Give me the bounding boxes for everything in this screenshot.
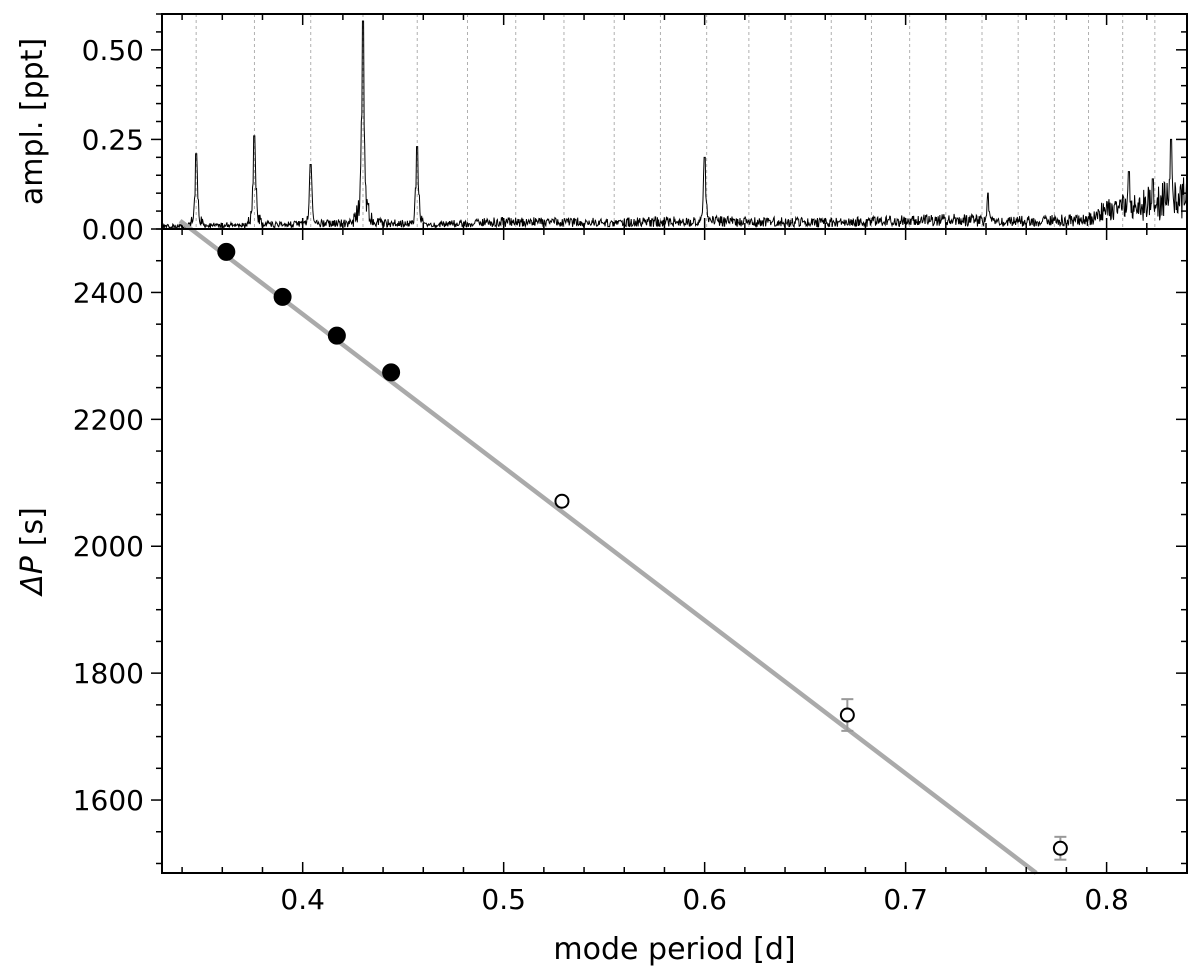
top-panel-frame — [161, 13, 1188, 230]
bottom-panel-frame — [161, 228, 1188, 874]
open-data-point — [839, 707, 855, 723]
bottom-y-axis-label: ΔP [s] — [15, 507, 50, 597]
filled-data-point — [382, 363, 401, 382]
filled-data-point — [217, 242, 236, 261]
period-spacing-panel: 1600 1800 2000 2200 2400 0.4 0.5 0.6 0.7 0.8 ΔP [… — [15, 218, 1188, 967]
y-tick-label: 1800 — [73, 657, 144, 690]
filled-data-point — [327, 326, 346, 345]
bottom-panel-ticks — [151, 228, 1188, 873]
top-panel-ticks — [151, 13, 1188, 230]
y-tick-label: 2000 — [73, 530, 144, 563]
y-axis-label-unit: [s] — [15, 507, 50, 546]
amplitude-spectrum-line — [161, 20, 1188, 230]
y-tick-label: 1600 — [73, 784, 144, 817]
period-spacing-guide-lines — [195, 14, 1156, 229]
x-tick-label: 0.8 — [1084, 883, 1129, 916]
x-tick-label: 0.7 — [883, 883, 928, 916]
x-tick-labels: 0.4 0.5 0.6 0.7 0.8 — [280, 883, 1128, 916]
x-tick-label: 0.5 — [481, 883, 526, 916]
y-axis-label-symbol: ΔP — [15, 555, 50, 597]
x-tick-label: 0.4 — [280, 883, 325, 916]
y-tick-label: 2200 — [73, 403, 144, 436]
x-tick-label: 0.6 — [682, 883, 727, 916]
y-tick-label: 0.25 — [82, 123, 144, 156]
amplitude-spectrum-panel: 0.00 0.25 0.50 ampl. [ppt] — [15, 13, 1188, 246]
open-data-point — [1052, 840, 1068, 856]
y-tick-label: 0.50 — [82, 34, 144, 67]
error-bars — [841, 698, 1067, 861]
top-y-axis-label: ampl. [ppt] — [15, 38, 50, 205]
data-points — [217, 242, 1068, 856]
x-axis-label: mode period [d] — [553, 932, 795, 967]
y-tick-label: 0.00 — [82, 213, 144, 246]
open-data-point — [554, 493, 570, 509]
y-tick-label: 2400 — [73, 276, 144, 309]
linear-fit-line — [178, 218, 1038, 875]
top-panel-y-tick-labels: 0.00 0.25 0.50 — [82, 34, 144, 246]
bottom-panel-y-tick-labels: 1600 1800 2000 2200 2400 — [73, 276, 144, 817]
filled-data-point — [273, 287, 292, 306]
